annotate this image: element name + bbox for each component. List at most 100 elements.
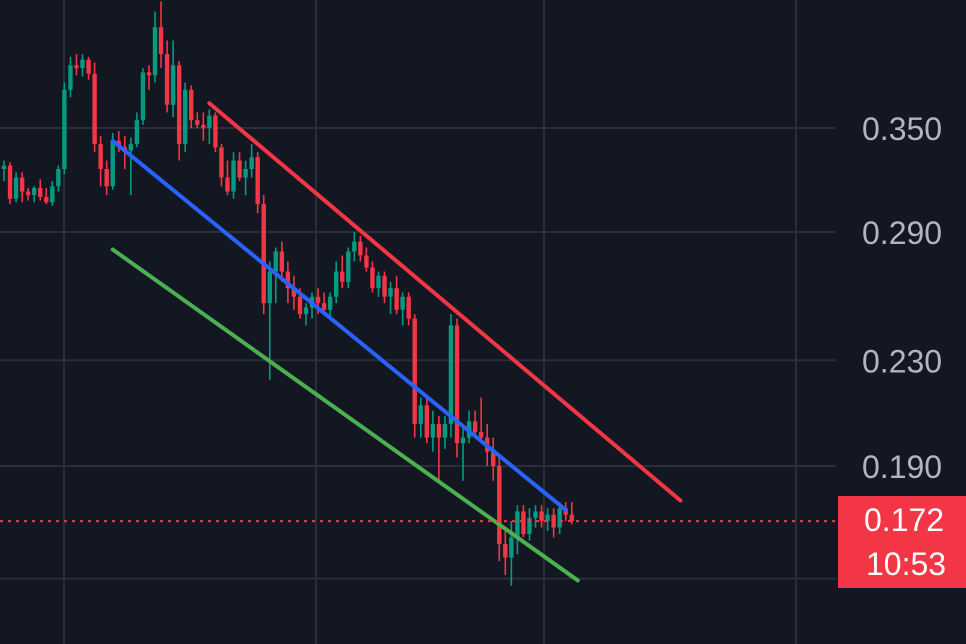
candle: [430, 410, 436, 452]
candle-body: [285, 271, 291, 289]
candle-body: [32, 188, 37, 196]
candle: [146, 65, 152, 90]
candle-body: [279, 251, 285, 272]
candle-body: [213, 115, 218, 148]
candle-body: [50, 186, 55, 203]
candle-body: [1, 165, 7, 170]
y-tick-label: 0.290: [862, 215, 942, 251]
candle-body: [140, 72, 146, 121]
candle: [303, 303, 309, 326]
candle-body: [56, 169, 61, 187]
candle: [418, 397, 423, 438]
candle: [7, 162, 13, 205]
candle: [454, 318, 460, 458]
candle: [346, 247, 351, 289]
candle-body: [327, 296, 333, 310]
candle: [231, 152, 236, 199]
candle: [225, 160, 230, 196]
candle-body: [382, 275, 387, 297]
candle-body: [557, 508, 562, 528]
candle: [533, 505, 538, 528]
candle-body: [110, 140, 115, 187]
candle-body: [7, 165, 13, 199]
candle-body: [219, 147, 224, 178]
candle: [569, 502, 574, 525]
candle-body: [472, 421, 478, 433]
candle: [255, 152, 260, 214]
candle-body: [237, 160, 242, 178]
candle-body: [454, 325, 460, 444]
candle: [38, 179, 43, 201]
candle: [527, 508, 532, 541]
trendline[interactable]: [110, 138, 568, 512]
candle-body: [521, 511, 526, 535]
candle: [1, 160, 7, 182]
candle-body: [273, 251, 278, 272]
candle: [32, 186, 37, 203]
candle-body: [352, 241, 357, 252]
candle: [388, 281, 393, 315]
candle-body: [400, 296, 405, 310]
candle-body: [515, 511, 520, 538]
candle-body: [442, 423, 448, 438]
candle-body: [388, 288, 393, 297]
candle-body: [183, 89, 188, 145]
candle: [460, 423, 466, 481]
candle: [213, 112, 218, 153]
candle: [515, 505, 520, 555]
candle-body: [436, 423, 442, 438]
candle-body: [92, 73, 97, 145]
last-price-tag-background: [838, 496, 966, 588]
candle: [158, 1, 164, 69]
candle: [44, 188, 49, 205]
candle-body: [376, 275, 381, 289]
candle-body: [418, 405, 423, 424]
candle: [80, 54, 85, 77]
candle-body: [98, 144, 103, 170]
y-tick-label: 0.190: [862, 449, 942, 485]
trendline[interactable]: [110, 247, 580, 583]
candle: [86, 56, 91, 80]
candle-body: [406, 296, 411, 319]
candle-body: [19, 177, 25, 192]
candle-body: [164, 54, 170, 105]
trendlines[interactable]: [110, 101, 683, 583]
candle: [327, 292, 333, 319]
candle: [497, 457, 502, 562]
candle: [92, 62, 97, 153]
candle: [68, 56, 73, 98]
candle: [152, 11, 158, 83]
price-axis[interactable]: 0.350 0.290 0.230 0.190: [862, 111, 942, 485]
candle-body: [195, 120, 200, 125]
horizontal-grid: [0, 127, 836, 580]
trendline[interactable]: [207, 101, 683, 503]
candle: [376, 271, 381, 297]
candle: [503, 527, 508, 576]
candle: [261, 195, 266, 315]
candle: [237, 152, 242, 182]
candle-body: [128, 144, 134, 151]
candle-body: [134, 120, 140, 145]
candle-body: [189, 89, 194, 121]
candle-body: [201, 124, 206, 128]
candle-body: [104, 169, 109, 187]
candle-body: [527, 517, 532, 535]
candle-body: [152, 27, 158, 76]
candle: [291, 275, 297, 310]
candle-body: [370, 267, 375, 289]
candle: [279, 241, 285, 282]
candle: [195, 112, 200, 128]
candle: [140, 68, 146, 125]
candle-body: [146, 72, 152, 76]
candle-body: [267, 271, 272, 304]
candle-body: [340, 271, 345, 282]
candle: [189, 85, 194, 128]
candle: [394, 275, 399, 315]
candle-body: [170, 65, 176, 105]
candle-body: [176, 65, 182, 145]
candle-body: [231, 160, 236, 192]
candle-body: [255, 157, 260, 205]
candle-body: [478, 432, 484, 438]
